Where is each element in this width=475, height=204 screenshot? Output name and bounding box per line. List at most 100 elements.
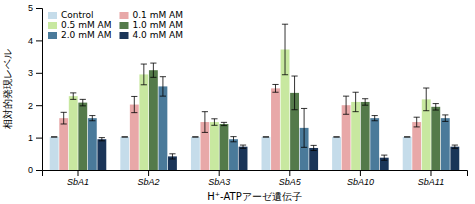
bar xyxy=(370,118,379,170)
error-bar xyxy=(169,154,175,159)
error-bar xyxy=(423,88,429,111)
legend-label: Control xyxy=(61,10,94,20)
error-bar xyxy=(381,155,387,160)
error-line xyxy=(162,77,163,96)
error-cap xyxy=(372,115,378,116)
error-cap xyxy=(423,110,429,111)
error-cap xyxy=(414,126,420,127)
bar xyxy=(69,96,78,170)
legend-item: 1.0 mM AM xyxy=(120,20,184,30)
error-line xyxy=(313,145,314,150)
bar xyxy=(130,105,139,170)
error-cap xyxy=(414,117,420,118)
legend-item: 0.5 mM AM xyxy=(48,20,112,30)
error-bar xyxy=(221,122,227,125)
error-cap xyxy=(99,140,105,141)
y-tick: 4 xyxy=(28,36,42,46)
legend-label: 0.5 mM AM xyxy=(61,20,112,30)
legend-label: 1.0 mM AM xyxy=(133,20,184,30)
bar xyxy=(342,105,351,170)
error-bar xyxy=(414,117,420,127)
error-cap xyxy=(221,125,227,126)
error-line xyxy=(172,154,173,159)
error-bar xyxy=(160,77,166,96)
bar xyxy=(149,70,158,170)
x-tick-label: SbA3 xyxy=(208,177,230,187)
x-tick-label: SbA5 xyxy=(279,177,302,187)
error-line xyxy=(374,116,375,121)
error-bar xyxy=(333,136,339,137)
error-cap xyxy=(240,148,246,149)
error-bar xyxy=(452,145,458,148)
legend-swatch xyxy=(120,12,129,19)
bar xyxy=(431,107,440,170)
bar xyxy=(50,137,59,170)
y-tick-label: 0 xyxy=(28,165,33,175)
y-tick: 1 xyxy=(28,133,42,143)
error-cap xyxy=(282,74,288,75)
y-tick-mark xyxy=(36,8,42,9)
legend-item: 4.0 mM AM xyxy=(120,30,184,40)
legend-swatch xyxy=(48,12,57,19)
error-cap xyxy=(433,110,439,111)
error-line xyxy=(134,96,135,112)
y-tick-label: 2 xyxy=(28,101,33,111)
legend-item: Control xyxy=(48,10,94,20)
y-tick-mark xyxy=(36,73,42,74)
error-bar xyxy=(202,112,208,133)
bar xyxy=(210,122,219,170)
error-cap xyxy=(442,121,448,122)
y-tick: 0 xyxy=(28,165,42,175)
error-bar xyxy=(263,136,269,137)
bar xyxy=(262,137,271,170)
error-cap xyxy=(202,132,208,133)
series xyxy=(59,84,421,170)
bar xyxy=(120,137,129,170)
error-cap xyxy=(221,122,227,123)
bar xyxy=(88,118,97,170)
error-cap xyxy=(150,77,156,78)
legend-item: 2.0 mM AM xyxy=(48,30,112,40)
error-cap xyxy=(61,123,67,124)
error-cap xyxy=(141,84,147,85)
x-tick: SbA10 xyxy=(347,170,374,187)
bar xyxy=(441,118,450,170)
error-line xyxy=(426,88,427,111)
error-cap xyxy=(311,150,317,151)
error-cap xyxy=(51,136,57,137)
error-cap xyxy=(80,99,86,100)
error-cap xyxy=(51,136,57,137)
error-bar xyxy=(311,145,317,150)
error-bar xyxy=(240,145,246,148)
plot: 012345SbA1SbA2SbA3SbA5SbA10SbA11Control0… xyxy=(28,3,468,187)
error-line xyxy=(233,137,234,142)
y-tick-mark xyxy=(36,170,42,171)
error-cap xyxy=(362,105,368,106)
error-bar xyxy=(89,116,95,121)
bar xyxy=(220,124,229,170)
error-cap xyxy=(192,136,198,137)
error-cap xyxy=(122,136,128,137)
error-bar xyxy=(433,104,439,110)
x-tick-label: SbA11 xyxy=(418,177,444,187)
error-cap xyxy=(353,92,359,93)
error-cap xyxy=(131,96,137,97)
bar xyxy=(361,102,370,170)
error-line xyxy=(435,104,436,110)
error-cap xyxy=(192,136,198,137)
error-cap xyxy=(333,136,339,137)
bar xyxy=(191,137,200,170)
error-cap xyxy=(230,136,236,137)
error-line xyxy=(204,112,205,133)
y-tick-label: 1 xyxy=(28,133,33,143)
error-cap xyxy=(263,136,269,137)
bar xyxy=(97,139,106,170)
error-bar xyxy=(61,112,67,124)
error-bar xyxy=(353,92,359,111)
error-cap xyxy=(442,114,448,115)
legend-swatch xyxy=(120,22,129,29)
error-cap xyxy=(291,109,297,110)
error-line xyxy=(92,116,93,121)
legend-label: 4.0 mM AM xyxy=(133,30,184,40)
error-cap xyxy=(131,112,137,113)
